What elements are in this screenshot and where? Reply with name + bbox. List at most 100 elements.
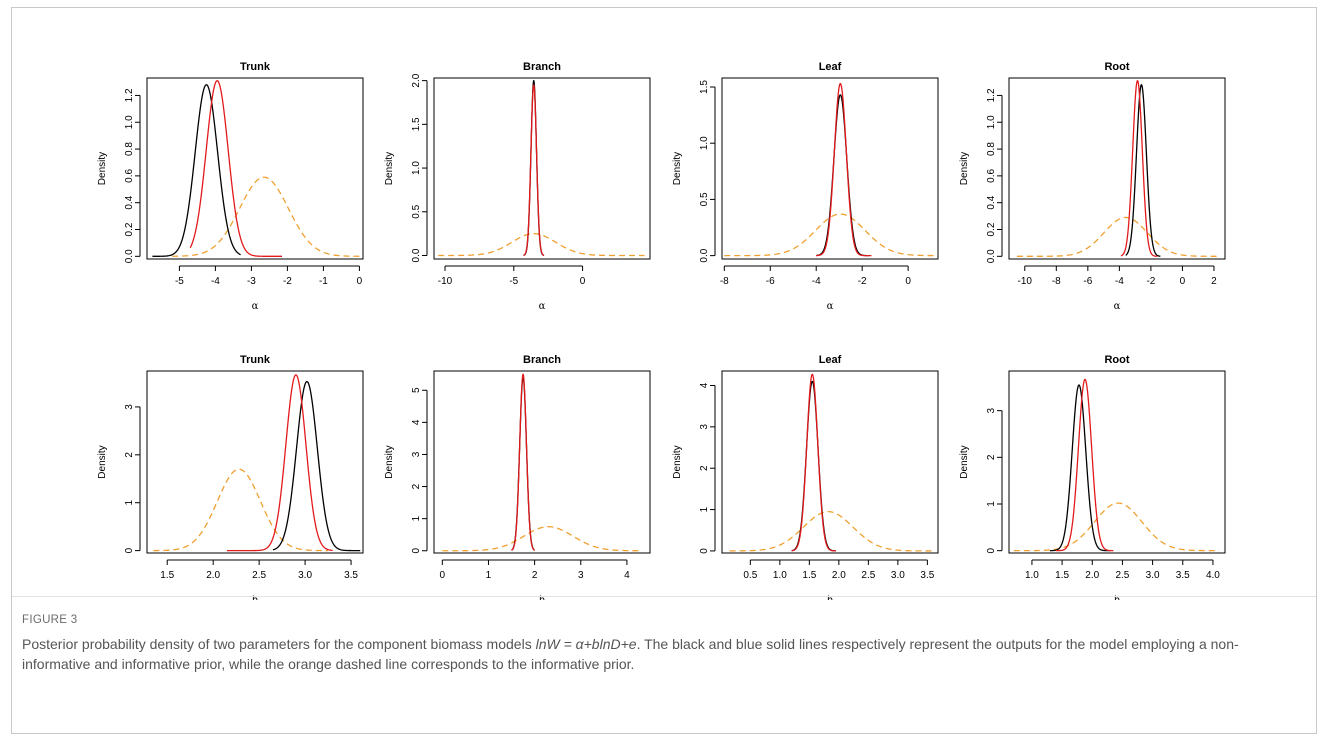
x-tick-label: 2.5 [252,570,266,581]
x-tick-label: -2 [283,276,292,287]
x-tick-label: 1.0 [1025,570,1039,581]
x-tick-label: 3.0 [891,570,905,581]
y-tick-label: 0.0 [699,248,710,262]
y-tick-label: 5 [411,387,422,393]
y-tick-label: 0.2 [986,222,997,236]
x-tick-label: 1.0 [773,570,787,581]
prior-density-line [172,176,360,257]
y-tick-label: 1.0 [699,136,710,150]
x-tick-label: 3.5 [1176,570,1190,581]
x-axis-label: α [827,301,834,312]
x-axis-label: b [1114,595,1120,600]
prior-density-line [1016,216,1221,257]
y-tick-label: 0.4 [986,195,997,209]
y-tick-label: 2 [124,452,135,458]
x-tick-label: 2.5 [861,570,875,581]
y-tick-label: 0.2 [124,222,135,236]
informative-density-line [791,373,837,552]
x-tick-label: 4.0 [1206,570,1220,581]
informative-density-line [226,374,333,552]
y-axis-label: Density [672,152,683,185]
y-tick-label: 0.4 [124,195,135,209]
panel-b-trunk: Trunk 1.5 2.0 2.5 3.0 3.5 b 0 1 2 3 Density [97,354,364,600]
x-tick-label: 2.0 [1085,570,1099,581]
caption-text-before: Posterior probability density of two par… [22,636,536,652]
non-informative-density-line [1125,84,1161,257]
x-tick-label: 4 [624,570,630,581]
y-tick-label: 1.5 [699,80,710,94]
x-tick-label: -2 [858,276,867,287]
plot-frame [1008,77,1226,260]
y-tick-label: 3 [124,404,135,410]
y-tick-label: 0 [986,547,997,553]
panel-b-leaf: Leaf 0.5 1.0 1.5 2.0 2.5 3.0 3.5 b 0 1 2 3 4 Density [672,354,939,600]
x-tick-label: 2.0 [206,570,220,581]
x-tick-label: -8 [1052,276,1061,287]
x-tick-label: 0 [440,570,446,581]
x-tick-label: 3.5 [344,570,358,581]
non-informative-density-line [511,376,536,551]
x-axis-label: α [252,301,259,312]
y-tick-label: 0.0 [411,248,422,262]
y-tick-label: 1 [699,506,710,512]
y-tick-label: 1.5 [411,117,422,131]
y-tick-label: 0.6 [124,168,135,182]
non-informative-density-line [152,84,241,257]
x-tick-label: 0 [357,276,363,287]
panel-title: Trunk [240,61,271,73]
caption-divider [12,596,1316,597]
panel-title: Leaf [819,61,842,73]
y-tick-label: 1.2 [986,88,997,102]
y-tick-label: 0.6 [986,168,997,182]
y-tick-label: 4 [699,382,710,388]
figure-caption: Posterior probability density of two par… [22,634,1292,674]
x-tick-label: 1.5 [160,570,174,581]
x-tick-label: 2.0 [832,570,846,581]
informative-density-line [511,373,536,551]
y-axis-label: Density [384,152,395,185]
y-tick-label: 0 [124,547,135,553]
prior-density-line [724,213,936,257]
panel-b-branch: Branch 0 1 2 3 4 b 0 1 2 3 4 5 Density [384,354,651,600]
y-tick-label: 0.0 [986,249,997,263]
y-tick-label: 3 [986,407,997,413]
x-axis-label: α [539,301,546,312]
plot-frame [721,370,939,554]
y-tick-label: 1.0 [411,161,422,175]
informative-density-line [1120,80,1158,257]
y-tick-label: 4 [411,419,422,425]
non-informative-density-line [815,94,870,257]
informative-density-line [1055,378,1114,552]
x-tick-label: -5 [509,276,518,287]
panel-title: Trunk [240,354,271,366]
x-tick-label: -6 [1083,276,1092,287]
panel-b-root: Root 1.0 1.5 2.0 2.5 3.0 3.5 4.0 b 0 1 2 3 Density [959,354,1226,600]
y-axis-label: Density [97,445,108,478]
x-tick-label: 2 [532,570,538,581]
y-tick-label: 0 [411,548,422,554]
informative-density-line [815,82,872,257]
x-tick-label: 2 [1211,276,1217,287]
y-axis-label: Density [672,445,683,478]
panel-alpha-trunk: Trunk -5 -4 -3 -2 -1 0 α 0.0 0.2 0.4 0.6 0.8 1.0 1.2 De… [97,61,364,312]
informative-density-line [189,80,283,257]
y-tick-label: 3 [699,424,710,430]
plot-frame [146,77,364,260]
non-informative-density-line [272,380,361,552]
x-tick-label: -4 [812,276,821,287]
x-axis-label: α [1114,301,1121,312]
y-tick-label: 0.0 [124,249,135,263]
y-tick-label: 1.0 [986,115,997,129]
x-tick-label: 1.5 [802,570,816,581]
x-tick-label: -10 [438,276,453,287]
y-tick-label: 2 [699,465,710,471]
x-axis-label: b [539,595,545,600]
y-tick-label: 1.2 [124,88,135,102]
figure-label: FIGURE 3 [22,614,78,626]
non-informative-density-line [1049,384,1111,552]
prior-density-line [1013,502,1219,552]
x-tick-label: -4 [1115,276,1124,287]
plot-frame [433,370,651,554]
panel-alpha-root: Root -10 -8 -6 -4 -2 0 2 α 0.0 0.2 0.4 0.6 0.8 1.0 1.2 D… [959,61,1226,312]
y-tick-label: 2 [411,483,422,489]
